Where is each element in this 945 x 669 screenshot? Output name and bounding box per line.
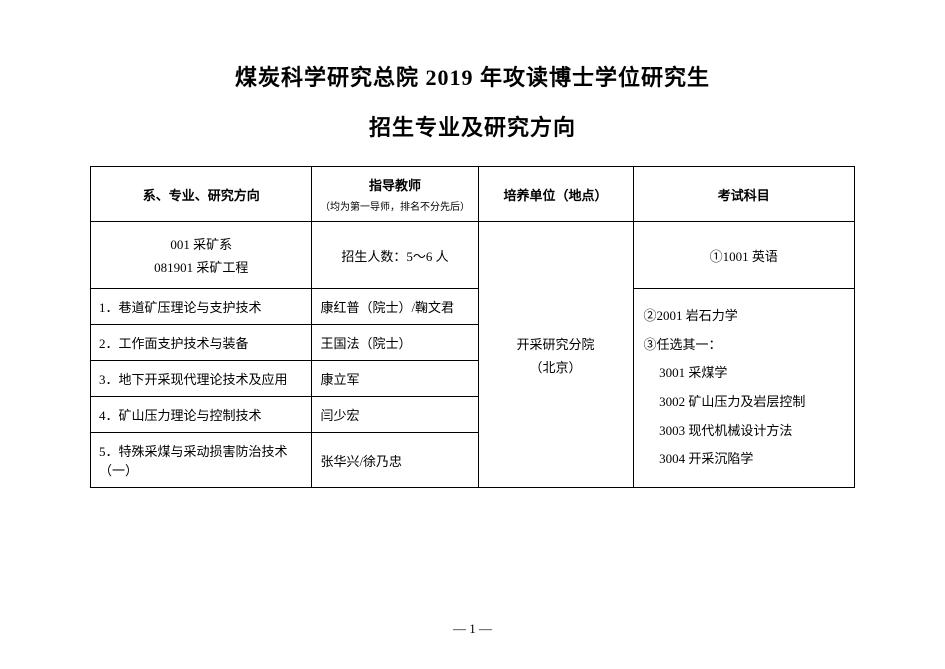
header-col4: 考试科目 xyxy=(633,167,854,222)
dept-row: 001 采矿系 081901 采矿工程 招生人数：5～6 人 开采研究分院 （北… xyxy=(91,222,855,289)
exam-l2: ③任选其一： xyxy=(644,337,722,352)
dept-line1: 001 采矿系 xyxy=(97,234,305,253)
exam-l5: 3003 现代机械设计方法 xyxy=(644,417,848,446)
advisor-cell: 闫少宏 xyxy=(312,397,478,433)
unit-cell: 开采研究分院 （北京） xyxy=(478,222,633,488)
dept-cell: 001 采矿系 081901 采矿工程 xyxy=(91,222,312,289)
row-topic: 矿山压力理论与控制技术 xyxy=(119,408,262,423)
row-idx: 2． xyxy=(99,336,119,351)
header-col1: 系、专业、研究方向 xyxy=(91,167,312,222)
advisor-cell: 张华兴/徐乃忠 xyxy=(312,433,478,488)
exam-l6: 3004 开采沉陷学 xyxy=(644,445,848,474)
title-line2: 招生专业及研究方向 xyxy=(90,110,855,142)
header-row: 系、专业、研究方向 指导教师 （均为第一导师，排名不分先后） 培养单位（地点） … xyxy=(91,167,855,222)
exam-l4: 3002 矿山压力及岩层控制 xyxy=(644,388,848,417)
header-col3: 培养单位（地点） xyxy=(478,167,633,222)
exam-l1: ②2001 岩石力学 xyxy=(644,308,738,323)
header-col2-main: 指导教师 xyxy=(369,178,421,193)
advisor-cell: 王国法（院士） xyxy=(312,325,478,361)
unit-line1: 开采研究分院 xyxy=(485,334,627,353)
row-idx: 5． xyxy=(99,444,119,459)
main-table: 系、专业、研究方向 指导教师 （均为第一导师，排名不分先后） 培养单位（地点） … xyxy=(90,166,855,488)
exam-list-cell: ②2001 岩石力学 ③任选其一： 3001 采煤学 3002 矿山压力及岩层控… xyxy=(633,289,854,488)
row-topic: 地下开采现代理论技术及应用 xyxy=(119,372,288,387)
page-number: — 1 — xyxy=(0,621,945,637)
exam-l3: 3001 采煤学 xyxy=(644,359,848,388)
header-col2: 指导教师 （均为第一导师，排名不分先后） xyxy=(312,167,478,222)
topic-cell: 3．地下开采现代理论技术及应用 xyxy=(91,361,312,397)
row-topic: 特殊采煤与采动损害防治技术（一） xyxy=(99,444,288,478)
row-idx: 1． xyxy=(99,300,119,315)
unit-line2: （北京） xyxy=(485,357,627,376)
row-idx: 3． xyxy=(99,372,119,387)
exam-top-cell: ①1001 英语 xyxy=(633,222,854,289)
enroll-cell: 招生人数：5～6 人 xyxy=(312,222,478,289)
table-row: 1．巷道矿压理论与支护技术 康红普（院士）/鞠文君 ②2001 岩石力学 ③任选… xyxy=(91,289,855,325)
advisor-cell: 康立军 xyxy=(312,361,478,397)
topic-cell: 5．特殊采煤与采动损害防治技术（一） xyxy=(91,433,312,488)
row-topic: 工作面支护技术与装备 xyxy=(119,336,249,351)
topic-cell: 2．工作面支护技术与装备 xyxy=(91,325,312,361)
row-topic: 巷道矿压理论与支护技术 xyxy=(119,300,262,315)
topic-cell: 4．矿山压力理论与控制技术 xyxy=(91,397,312,433)
header-col2-sub: （均为第一导师，排名不分先后） xyxy=(318,198,471,213)
title-line1: 煤炭科学研究总院 2019 年攻读博士学位研究生 xyxy=(90,60,855,92)
dept-line2: 081901 采矿工程 xyxy=(97,257,305,276)
advisor-cell: 康红普（院士）/鞠文君 xyxy=(312,289,478,325)
topic-cell: 1．巷道矿压理论与支护技术 xyxy=(91,289,312,325)
row-idx: 4． xyxy=(99,408,119,423)
